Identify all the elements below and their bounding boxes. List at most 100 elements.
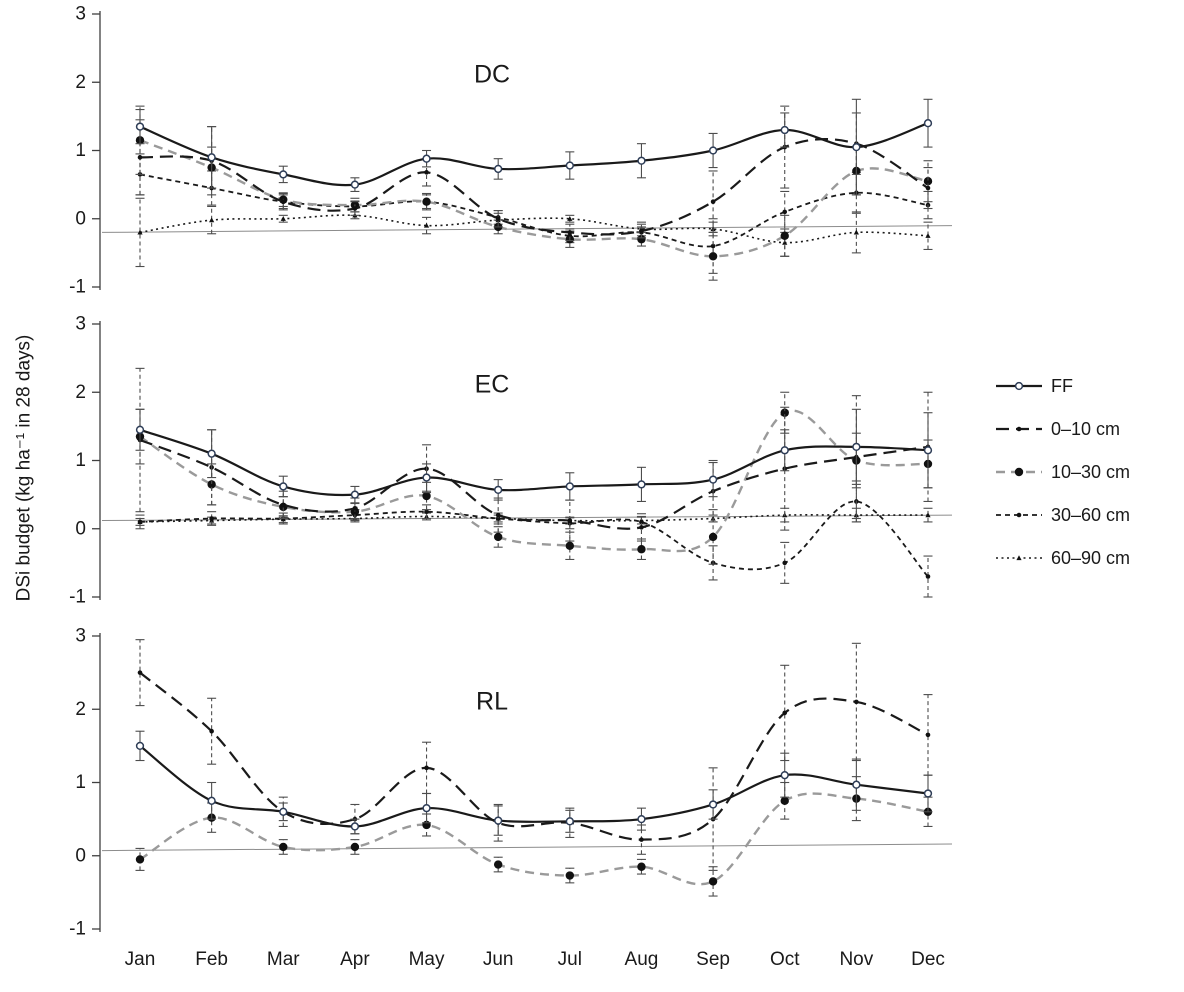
- x-axis-label: Feb: [195, 949, 228, 970]
- filled-circle-marker: [493, 532, 503, 542]
- series-line-0-10: [139, 138, 929, 236]
- open-circle-marker: [637, 480, 646, 489]
- y-tick-label: 0: [75, 208, 86, 229]
- small-dot-marker: [925, 574, 931, 579]
- series-60-90: [135, 197, 933, 268]
- filled-circle-marker: [422, 197, 431, 206]
- triangle-marker: [567, 216, 573, 221]
- open-circle-marker: [780, 446, 789, 455]
- open-circle-marker: [1014, 381, 1024, 391]
- open-circle-marker: [708, 146, 718, 155]
- x-axis-label: Jan: [125, 949, 156, 970]
- series-60-90: [135, 507, 933, 526]
- x-axis-label: Mar: [267, 949, 300, 970]
- series-30-60: [135, 480, 933, 598]
- open-circle-marker: [279, 482, 288, 491]
- small-dot-marker: [137, 155, 143, 160]
- filled-circle-marker: [780, 796, 789, 806]
- filled-circle-marker: [207, 480, 216, 489]
- y-tick-label: 2: [75, 699, 86, 720]
- small-dot-marker: [854, 699, 859, 705]
- small-dot-marker: [137, 519, 143, 525]
- triangle-marker: [280, 216, 286, 221]
- filled-circle-marker: [923, 177, 933, 186]
- series-line-FF: [139, 428, 929, 497]
- legend-item-0-10: 0–10 cm: [996, 419, 1120, 439]
- small-dot-marker: [710, 243, 716, 249]
- series-line-0-10: [139, 438, 929, 530]
- series-line-10-30: [139, 409, 929, 553]
- open-circle-marker: [780, 771, 789, 780]
- triangle-marker: [423, 222, 430, 228]
- legend-label: 0–10 cm: [1051, 419, 1120, 439]
- open-circle-marker: [565, 161, 574, 170]
- small-dot-marker: [639, 228, 644, 234]
- open-circle-marker: [494, 164, 503, 174]
- small-dot-marker: [925, 732, 931, 738]
- filled-circle-marker: [1014, 467, 1024, 477]
- filled-circle-marker: [565, 871, 575, 880]
- open-circle-marker: [565, 817, 574, 826]
- x-axis-label: Oct: [770, 949, 800, 970]
- series-30-60: [135, 153, 933, 274]
- open-circle-marker: [135, 122, 145, 131]
- open-circle-marker: [207, 449, 216, 458]
- series-line-30-60: [139, 500, 929, 578]
- small-dot-marker: [209, 728, 214, 734]
- small-dot-marker: [495, 516, 501, 521]
- open-circle-marker: [708, 475, 718, 484]
- open-circle-marker: [422, 473, 431, 482]
- small-dot-marker: [639, 519, 644, 525]
- series-0-10: [135, 639, 933, 871]
- open-circle-marker: [780, 125, 789, 135]
- legend-item-60-90: 60–90 cm: [996, 548, 1130, 568]
- series-line-30-60: [139, 173, 929, 248]
- open-circle-marker: [279, 807, 288, 816]
- open-circle-marker: [852, 780, 861, 789]
- y-tick-label: 1: [75, 140, 86, 161]
- x-axis-label: Sep: [696, 949, 730, 970]
- filled-circle-marker: [565, 541, 575, 551]
- y-tick-label: 0: [75, 518, 86, 539]
- panel-title: DC: [474, 60, 510, 88]
- open-circle-marker: [422, 154, 431, 163]
- series-10-30: [135, 776, 933, 897]
- filled-circle-marker: [637, 235, 646, 244]
- small-dot-marker: [352, 206, 358, 211]
- series-line-60-90: [139, 214, 929, 244]
- small-dot-marker: [424, 170, 429, 175]
- zero-reference-line: [101, 843, 953, 852]
- small-dot-marker: [209, 516, 214, 521]
- small-dot-marker: [1016, 426, 1022, 432]
- open-circle-marker: [923, 446, 933, 455]
- y-tick-label: 1: [75, 772, 86, 793]
- open-circle-marker: [279, 170, 288, 179]
- small-dot-marker: [495, 216, 501, 222]
- series-FF: [135, 98, 933, 196]
- y-tick-label: 2: [75, 382, 86, 403]
- legend-item-FF: FF: [996, 376, 1073, 396]
- triangle-marker: [782, 239, 788, 245]
- x-axis-label: Dec: [911, 949, 945, 970]
- legend-label: 60–90 cm: [1051, 548, 1130, 568]
- open-circle-marker: [852, 442, 861, 452]
- y-tick-label: -1: [69, 587, 86, 608]
- open-circle-marker: [135, 741, 145, 751]
- y-tick-label: 3: [75, 314, 86, 335]
- triangle-marker: [209, 217, 215, 223]
- series-line-0-10: [139, 671, 929, 841]
- filled-circle-marker: [780, 231, 789, 241]
- open-circle-marker: [350, 822, 360, 831]
- series-FF: [135, 730, 933, 836]
- series-FF: [135, 408, 933, 504]
- zero-reference-line: [101, 225, 953, 233]
- open-circle-marker: [494, 485, 503, 494]
- filled-circle-marker: [637, 862, 646, 871]
- zero-reference-line: [101, 514, 953, 522]
- y-tick-label: -1: [69, 277, 86, 298]
- small-dot-marker: [424, 509, 429, 514]
- filled-circle-marker: [708, 877, 718, 886]
- panel-ec: 3 2 1 0 -1 EC: [69, 314, 953, 608]
- legend-item-30-60: 30–60 cm: [996, 505, 1130, 525]
